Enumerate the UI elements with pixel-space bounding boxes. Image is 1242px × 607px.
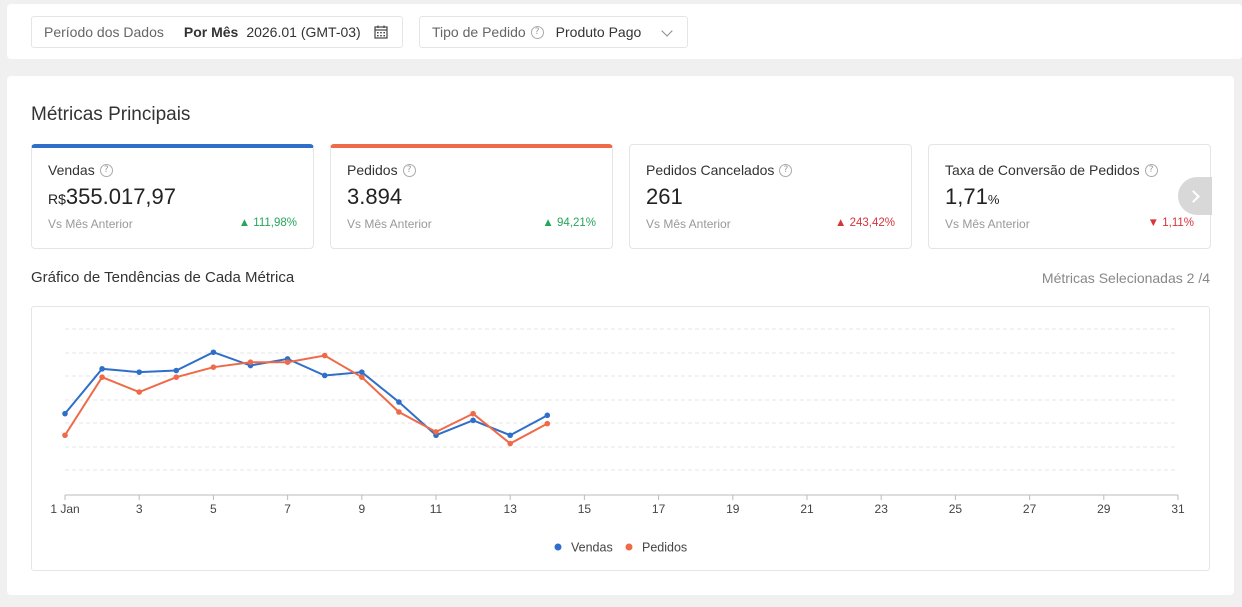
order-type-label: Tipo de Pedido <box>432 24 526 40</box>
x-tick-label: 15 <box>578 502 592 516</box>
data-point-pedidos <box>396 409 402 415</box>
metric-delta: ▲ 94,21% <box>542 217 596 229</box>
help-icon[interactable]: ? <box>99 163 113 177</box>
x-tick-label: 27 <box>1023 502 1037 516</box>
data-point-pedidos <box>507 440 513 447</box>
metric-card-taxa-conversao[interactable]: Taxa de Conversão de Pedidos ? 1,71% Vs … <box>928 144 1211 249</box>
x-tick-label: 21 <box>800 502 814 516</box>
legend-label: Pedidos <box>642 541 687 555</box>
metric-label: Pedidos <box>347 162 398 178</box>
metric-card-pedidos-cancelados[interactable]: Pedidos Cancelados ? 261 Vs Mês Anterior… <box>629 144 912 249</box>
page-title: Métricas Principais <box>31 104 191 125</box>
calendar-icon[interactable] <box>374 25 388 39</box>
metric-value: 1,71% <box>945 184 999 210</box>
legend-label: Vendas <box>571 541 613 555</box>
metric-value: 3.894 <box>347 184 403 209</box>
x-tick-label: 11 <box>430 502 443 516</box>
metric-value: R$355.017,97 <box>48 184 176 210</box>
legend-marker-vendas <box>554 543 562 551</box>
metric-compare: Vs Mês Anterior <box>48 217 133 231</box>
data-point-pedidos <box>247 359 254 365</box>
data-point-pedidos <box>470 410 476 417</box>
period-picker[interactable]: Período dos Dados Por Mês 2026.01 (GMT-0… <box>31 16 403 48</box>
trend-chart: 1 Jan 3 5 7 9 11 13 15 17 19 21 23 25 27 29 31 Vendas Ped… <box>31 306 1210 571</box>
main-panel: Métricas Principais Vendas ? R$355.017,9… <box>7 76 1234 595</box>
metric-compare: Vs Mês Anterior <box>945 217 1030 231</box>
metric-card-vendas[interactable]: Vendas ? R$355.017,97 Vs Mês Anterior ▲ … <box>31 144 314 249</box>
data-point-pedidos <box>359 374 365 380</box>
x-tick-label: 19 <box>726 502 740 516</box>
data-point-vendas <box>470 417 476 424</box>
data-point-pedidos <box>210 364 217 370</box>
x-tick-label: 7 <box>284 502 291 516</box>
data-point-vendas <box>62 410 68 417</box>
chevron-down-icon <box>661 25 673 37</box>
metric-label: Taxa de Conversão de Pedidos <box>945 162 1140 178</box>
x-tick-label: 5 <box>210 502 217 516</box>
metric-label: Pedidos Cancelados <box>646 162 775 178</box>
metric-delta: ▲ 111,98% <box>238 217 297 229</box>
carousel-next-button[interactable] <box>1178 177 1212 215</box>
percent-unit: % <box>987 192 1000 207</box>
series-line-vendas <box>64 351 548 437</box>
x-tick-label: 29 <box>1097 502 1111 516</box>
trend-chart-svg: 1 Jan 3 5 7 9 11 13 15 17 19 21 23 25 27 29 31 Vendas Ped… <box>50 328 1185 555</box>
data-point-vendas <box>173 367 180 374</box>
data-point-pedidos <box>321 352 328 359</box>
series-line-pedidos <box>64 354 548 445</box>
period-label: Período dos Dados <box>44 24 164 40</box>
help-icon[interactable]: ? <box>402 163 416 177</box>
selected-metrics-count[interactable]: Métricas Selecionadas 2 /4 <box>1041 270 1210 286</box>
chevron-right-icon <box>1186 189 1200 203</box>
data-point-vendas <box>210 349 217 356</box>
data-point-vendas <box>136 369 142 375</box>
metric-value: 261 <box>646 184 683 209</box>
metric-label: Vendas <box>48 162 95 178</box>
help-icon[interactable]: ? <box>1144 163 1158 177</box>
metric-label-row: Pedidos ? <box>347 162 416 178</box>
metric-delta: ▼ 1,11% <box>1147 217 1194 229</box>
metric-label-row: Vendas ? <box>48 162 113 178</box>
order-type-select[interactable]: Tipo de Pedido ? Produto Pago <box>419 16 688 48</box>
data-point-pedidos <box>284 359 291 365</box>
trend-chart-title: Gráfico de Tendências de Cada Métrica <box>31 269 295 286</box>
metric-delta: ▲ 243,42% <box>835 217 895 229</box>
data-point-pedidos <box>433 429 439 435</box>
help-icon[interactable]: ? <box>530 25 544 39</box>
metric-compare: Vs Mês Anterior <box>347 217 432 231</box>
filter-bar: Período dos Dados Por Mês 2026.01 (GMT-0… <box>7 4 1242 59</box>
data-point-pedidos <box>62 432 68 439</box>
x-tick-label: 1 Jan <box>50 502 79 516</box>
currency-symbol: R$ <box>48 191 66 207</box>
metric-number: 355.017,97 <box>65 184 177 209</box>
data-point-pedidos <box>173 374 180 380</box>
order-type-value: Produto Pago <box>555 24 642 40</box>
x-tick-label: 3 <box>136 502 143 516</box>
x-tick-label: 31 <box>1171 502 1185 516</box>
data-point-pedidos <box>544 420 551 427</box>
metric-compare: Vs Mês Anterior <box>646 217 731 231</box>
metric-number: 1,71 <box>945 184 988 209</box>
data-point-pedidos <box>136 389 142 395</box>
help-icon[interactable]: ? <box>779 163 793 177</box>
data-point-vendas <box>99 366 105 372</box>
data-point-pedidos <box>99 374 105 380</box>
x-tick-label: 13 <box>504 502 518 516</box>
data-point-vendas <box>396 399 402 405</box>
period-value: 2026.01 (GMT-03) <box>246 24 361 40</box>
period-mode: Por Mês <box>183 24 239 40</box>
data-point-vendas <box>544 412 551 419</box>
x-tick-label: 17 <box>652 502 666 516</box>
data-point-vendas <box>359 369 365 375</box>
x-tick-label: 9 <box>358 502 365 516</box>
data-point-vendas <box>321 372 328 379</box>
x-tick-label: 23 <box>875 502 889 516</box>
legend-marker-pedidos <box>625 543 633 551</box>
metric-label-row: Taxa de Conversão de Pedidos ? <box>945 162 1158 178</box>
metric-card-pedidos[interactable]: Pedidos ? 3.894 Vs Mês Anterior ▲ 94,21% <box>330 144 613 249</box>
metric-label-row: Pedidos Cancelados ? <box>646 162 793 178</box>
data-point-vendas <box>507 432 513 439</box>
x-tick-label: 25 <box>949 502 963 516</box>
